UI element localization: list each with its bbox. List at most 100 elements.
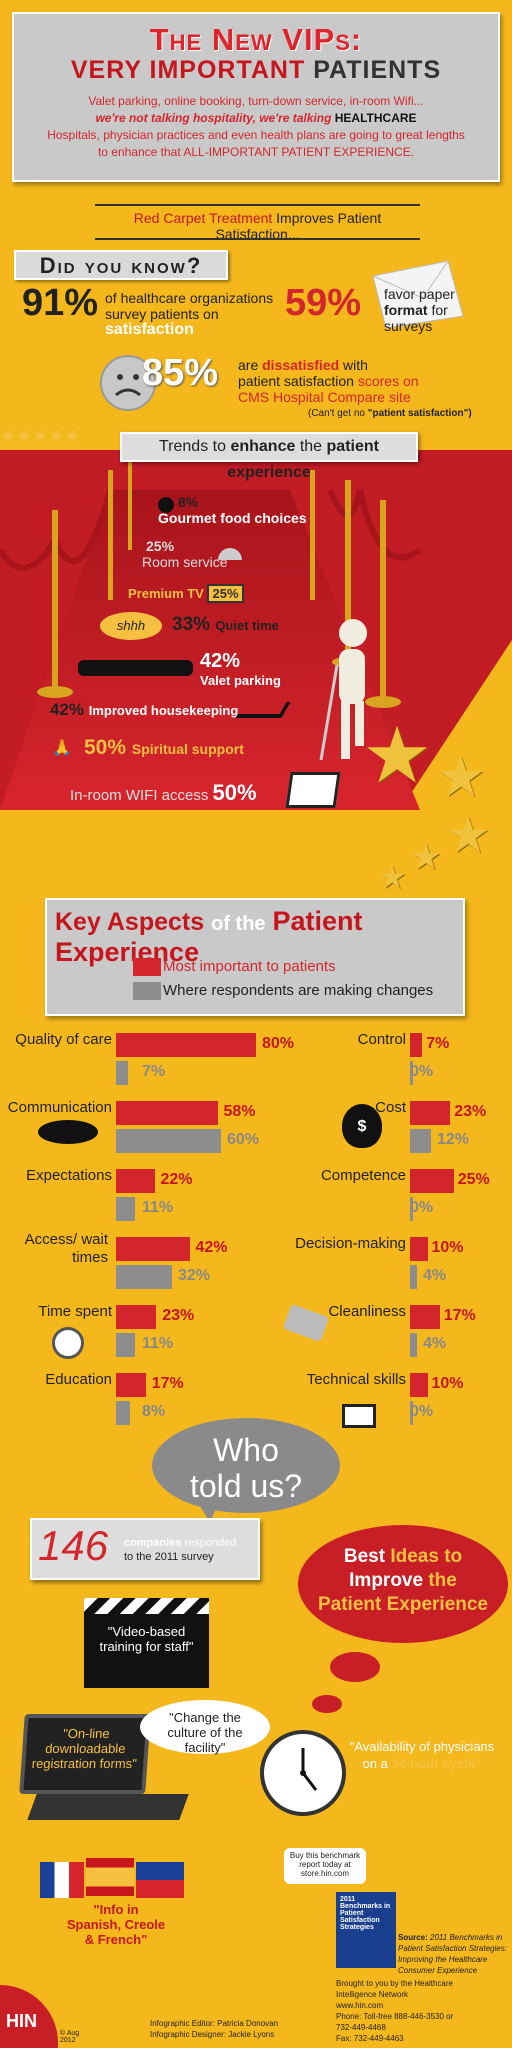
culture-bubble: "Change the culture of the facility" [140,1700,270,1755]
best-line1b: Ideas to [390,1546,463,1567]
page-subtitle: VERY IMPORTANT PATIENTS [14,56,498,85]
monitor-icon [342,1404,376,1428]
trend-quiet: 33% Quiet time [172,614,279,636]
responded-text: companies responded to the 2011 survey [124,1536,237,1564]
brought-l5: 732-449-4468 [336,2023,386,2032]
trend-housekeeping: 42% Improved housekeeping [50,700,238,720]
stat-91-line1: of healthcare organizations [105,290,274,306]
subtitle-part1: VERY IMPORTANT [70,56,306,84]
stat-85-line2b: scores on [357,373,419,389]
bar-red [116,1237,190,1261]
brought-l3[interactable]: www.hin.com [336,2001,384,2010]
stat-85-emph: dissatisfied [262,357,340,373]
stars-row-icon: ★★★★★ [0,426,81,446]
divider-bottom [95,238,420,240]
bar-gray [116,1129,221,1153]
key-aspects-panel: Key Aspects of the Patient Experience Mo… [45,898,465,1016]
stat-59-line3: surveys [384,318,433,334]
stat-59-bold: format [384,302,428,318]
bubble-tail [196,1500,220,1522]
figure-with-crutch-icon [315,615,375,765]
bar-red-value: 23% [454,1103,487,1120]
intro-line2b: HEALTHCARE [334,111,417,125]
trend-gourmet: 8% Gourmet food choices [158,494,307,526]
bar-gray [410,1265,417,1289]
hin-logo-text: HIN [6,2011,37,2031]
stat-91-emph: satisfaction [105,321,194,338]
bar-label: Control [357,1031,406,1048]
credit-editor: Infographic Editor: Patricia Donovan [150,2019,279,2028]
header-panel: The New VIPs: VERY IMPORTANT PATIENTS Va… [12,12,500,182]
key-aspects-chart: Quality of care 80% 7% Communication 58% 60% E… [0,1025,512,1435]
bar-gray-value: 12% [437,1131,470,1148]
trend-tv-label: Premium TV [128,586,204,601]
legend-red: Most important to patients [133,958,336,976]
trend-spiritual: 50% Spiritual support [84,736,244,760]
bar-red [116,1101,218,1125]
bar-red-value: 23% [162,1307,195,1324]
bar-red [410,1101,451,1125]
bar-gray-value: 0% [410,1199,434,1216]
idea-avail1: "Availability of physicians [349,1739,495,1754]
brought-by: Brought to you by the Healthcare Intelli… [336,1978,506,2044]
bar-gray-value: 4% [423,1335,447,1352]
trend-quiet-label: Quiet time [215,618,279,633]
praying-hands-icon: 🙏 [52,740,72,757]
idea-video: "Video-based training for staff" [99,1624,194,1654]
bar-red-value: 17% [151,1375,184,1392]
page-title: The New VIPs: [149,22,363,57]
stat-85-line3: CMS Hospital Compare site [238,389,411,405]
brought-l6: Fax: 732-449-4463 [336,2034,404,2043]
key-title-1: Key Aspects [55,908,205,936]
bar-red-value: 80% [262,1035,295,1052]
bar-gray-value: 0% [410,1063,434,1080]
bar-label: Cleanliness [328,1303,406,1320]
idea-languages: "Info in Spanish, Creole & French" [66,1902,166,1947]
brought-l1: Brought to you by the Healthcare [336,1979,453,1988]
thought-dot-1 [330,1652,380,1682]
gold-star-4-icon: ★ [410,836,443,877]
bar-label: Cost [375,1099,406,1116]
bar-gray [410,1061,413,1085]
limousine-icon [78,660,193,676]
bar-label: Competence [320,1167,406,1184]
trends-l2: enhance [230,438,296,455]
stat-85-note: (Can't get no "patient satisfaction") [308,408,472,419]
idea-culture: "Change the culture of the facility" [167,1710,243,1755]
bar-red-value: 7% [426,1035,450,1052]
key-title-3: Patient Experience [55,906,363,967]
stat-59: 59% [285,282,362,324]
gold-star-3-icon: ★ [446,807,491,863]
report-cover-image[interactable]: 2011 Benchmarks in Patient Satisfaction … [336,1892,396,1968]
trend-valet-pct: 42% [200,650,241,672]
copyright-text: © Aug 2012 [60,2030,80,2044]
bar-red [410,1305,440,1329]
plate-icon [158,497,174,513]
best-line3: Patient Experience [317,1594,489,1615]
stat-85: 85% [142,352,219,394]
wall-clock-icon [260,1730,346,1816]
buy-callout[interactable]: Buy this benchmark report today at store… [284,1848,366,1884]
bar-label: Technical skills [306,1371,406,1388]
responded-bold: companies [124,1537,182,1549]
bar-gray [116,1401,130,1425]
trends-l4: patient experience [227,438,379,481]
bar-label: Quality of care [15,1031,112,1048]
gold-star-2-icon: ★ [436,745,487,808]
idea-availability: "Availability of physicians on a 24-hour … [342,1738,502,1772]
trend-wifi: In-room WIFI access 50% [70,780,257,806]
bar-gray [116,1265,172,1289]
brought-l4: Phone: Toll-free 888-446-3530 or [336,2012,454,2021]
responded-number: 146 [38,1522,109,1569]
trend-quiet-pct: 33% [172,614,211,635]
best-line2: Improve [349,1570,424,1591]
speech-bubble-icon [38,1120,98,1144]
bar-gray-value: 7% [142,1063,166,1080]
trend-room-label: Room service [142,554,228,570]
hin-logo: HIN [0,1985,58,2048]
stat-59-for: for [431,302,448,318]
flag-spain-icon [86,1858,134,1896]
gold-star-5-icon: ★ [378,859,407,895]
legend-gray-swatch [133,982,161,1000]
stat-85-note1: (Can't get no [308,408,365,419]
